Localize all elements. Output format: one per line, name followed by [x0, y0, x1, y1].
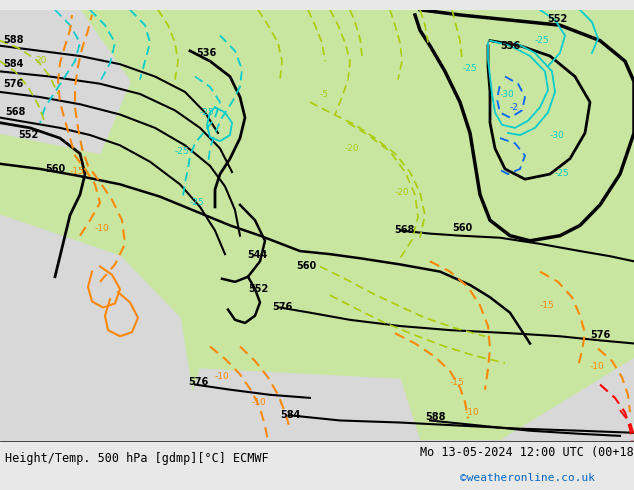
- Text: 576: 576: [272, 301, 292, 312]
- Text: -15: -15: [450, 377, 465, 387]
- Text: Mo 13-05-2024 12:00 UTC (00+180): Mo 13-05-2024 12:00 UTC (00+180): [420, 445, 634, 459]
- Text: 552: 552: [547, 14, 567, 24]
- Text: -15: -15: [70, 167, 85, 176]
- Text: -10: -10: [465, 408, 480, 417]
- Text: 552: 552: [248, 284, 268, 294]
- Text: 560: 560: [452, 222, 472, 233]
- Polygon shape: [0, 215, 200, 441]
- Text: 584: 584: [280, 411, 301, 420]
- Text: -10: -10: [215, 372, 230, 381]
- Text: -25: -25: [200, 107, 215, 117]
- Text: 588: 588: [3, 35, 23, 45]
- Text: 568: 568: [5, 106, 25, 117]
- Text: 588: 588: [425, 413, 446, 422]
- Text: 568: 568: [394, 224, 415, 235]
- Text: -25: -25: [190, 198, 205, 207]
- Text: 560: 560: [296, 261, 316, 270]
- Text: -20: -20: [395, 188, 410, 196]
- Text: -5: -5: [320, 90, 329, 99]
- Text: 536: 536: [196, 48, 216, 58]
- Text: -25: -25: [535, 36, 550, 45]
- Text: -30: -30: [550, 131, 565, 140]
- Text: 544: 544: [247, 250, 268, 260]
- Text: 552: 552: [18, 130, 38, 140]
- Text: -10: -10: [252, 398, 267, 407]
- Text: 560: 560: [45, 164, 65, 174]
- Text: 576: 576: [590, 330, 611, 341]
- Text: -10: -10: [95, 223, 110, 233]
- Text: -20: -20: [345, 145, 359, 153]
- Text: 584: 584: [3, 59, 23, 69]
- Text: -2: -2: [510, 103, 519, 112]
- Text: -15: -15: [540, 300, 555, 310]
- Polygon shape: [0, 359, 634, 441]
- Text: -25: -25: [175, 147, 190, 155]
- Text: 536: 536: [500, 41, 521, 51]
- Text: -25: -25: [463, 64, 477, 74]
- Text: 576: 576: [188, 376, 208, 387]
- Text: 576: 576: [3, 79, 23, 89]
- Text: -25: -25: [555, 169, 569, 178]
- Polygon shape: [0, 10, 130, 153]
- Text: Height/Temp. 500 hPa [gdmp][°C] ECMWF: Height/Temp. 500 hPa [gdmp][°C] ECMWF: [5, 451, 269, 465]
- Text: 20: 20: [35, 56, 46, 65]
- Text: ©weatheronline.co.uk: ©weatheronline.co.uk: [460, 473, 595, 483]
- Text: -10: -10: [590, 362, 605, 371]
- Polygon shape: [180, 369, 420, 441]
- Text: -30: -30: [500, 90, 515, 99]
